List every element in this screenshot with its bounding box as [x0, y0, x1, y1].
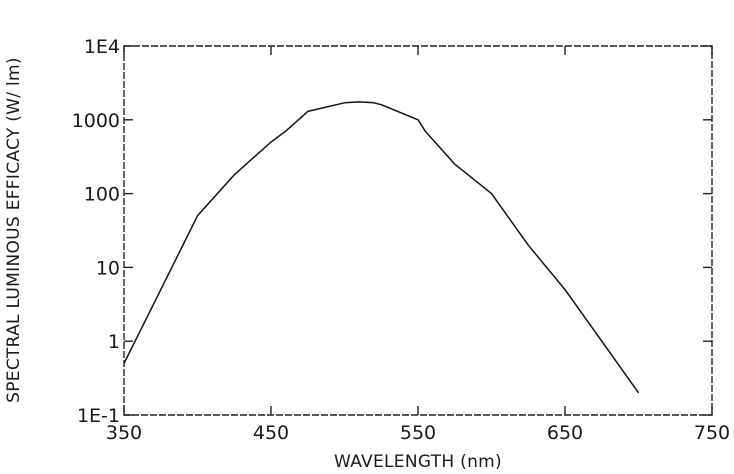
y-tick-label: 10	[96, 257, 120, 279]
y-tick-label: 100	[84, 184, 120, 206]
x-tick-label: 450	[253, 422, 289, 444]
x-tick-label: 350	[106, 422, 142, 444]
y-axis-label: SPECTRAL LUMINOUS EFFICACY (W/ lm)	[4, 57, 24, 403]
axis-ticks	[123, 45, 713, 416]
x-tick-label: 650	[547, 422, 583, 444]
plot-area	[123, 45, 713, 416]
x-tick-label: 550	[400, 422, 436, 444]
y-tick-label: 1E4	[84, 36, 120, 58]
y-tick-label: 1	[108, 331, 120, 353]
x-tick-label: 750	[694, 422, 730, 444]
x-axis-label: WAVELENGTH (nm)	[334, 452, 502, 472]
y-tick-label: 1E-1	[77, 405, 120, 427]
series-line	[123, 101, 640, 394]
y-tick-label: 1000	[72, 110, 120, 132]
x-axis-tick-labels: 350 450 550 650 750	[106, 422, 730, 444]
plot-frame	[123, 45, 713, 416]
y-axis-tick-labels: 1E-1 1 10 100 1000 1E4	[72, 36, 120, 427]
